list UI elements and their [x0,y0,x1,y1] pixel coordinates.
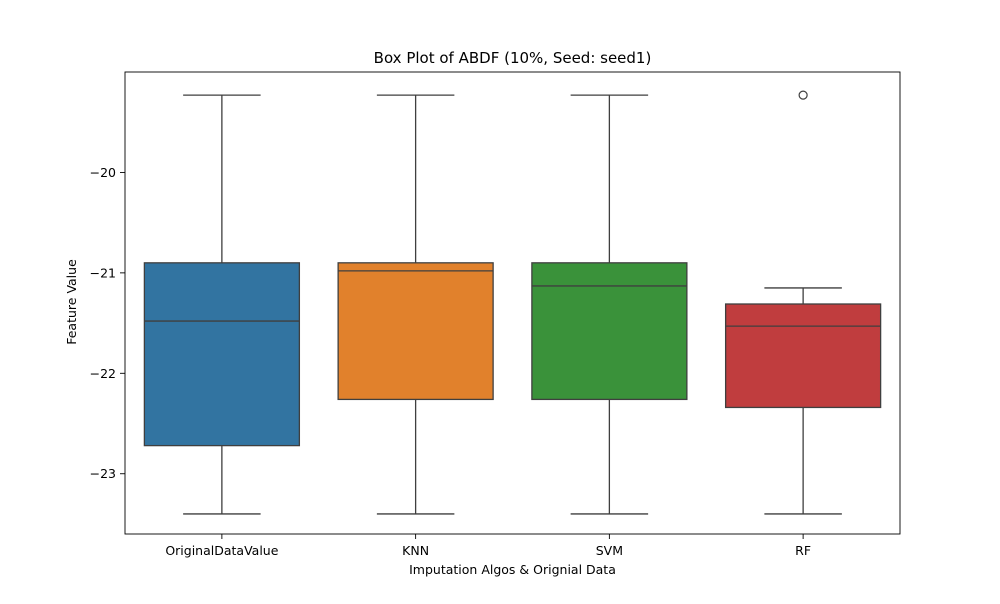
y-tick-label: −22 [90,366,116,381]
box-group-1 [337,94,494,515]
y-tick-label: −23 [90,466,116,481]
box-iqr [724,303,882,409]
x-tick-label: SVM [596,543,623,558]
x-tick-label: KNN [402,543,429,558]
y-tick-label: −21 [90,265,116,280]
box-iqr [531,262,688,401]
x-tick-label: OriginalDataValue [165,543,278,558]
box-group-3 [724,90,882,515]
box-iqr [337,262,494,401]
x-tick-label: RF [795,543,811,558]
plot-area-frame [124,71,901,535]
x-axis-label: Imputation Algos & Orignial Data [409,562,616,577]
box-group-0 [143,94,301,515]
box-group-2 [531,94,688,515]
outlier-point [798,90,808,100]
plot-marks [143,90,882,515]
axis-ticks: OriginalDataValue KNN SVM RF −23 −22 −21 −20 [90,165,811,558]
y-tick-label: −20 [90,165,116,180]
y-axis-label: Feature Value [64,259,79,345]
chart-title: Box Plot of ABDF (10%, Seed: seed1) [374,49,652,67]
box-iqr [143,262,301,447]
